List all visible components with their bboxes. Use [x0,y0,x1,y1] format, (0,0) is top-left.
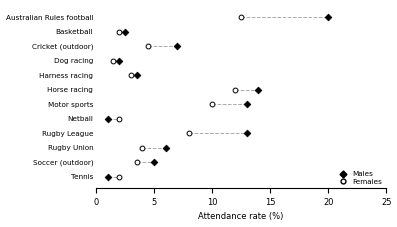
Point [162,146,169,149]
Point [232,88,239,91]
Point [238,15,244,19]
Point [133,73,140,77]
Point [255,88,262,91]
Legend: Males, Females: Males, Females [336,171,383,185]
Point [104,175,111,178]
Point [186,131,192,135]
Point [110,59,117,62]
Point [174,44,180,48]
Point [116,117,122,120]
X-axis label: Attendance rate (%): Attendance rate (%) [198,212,284,222]
Point [151,160,157,164]
Point [145,44,151,48]
Point [127,73,134,77]
Point [133,160,140,164]
Point [116,175,122,178]
Point [116,59,122,62]
Point [122,30,128,33]
Point [325,15,331,19]
Point [104,117,111,120]
Point [139,146,146,149]
Point [209,102,215,106]
Point [244,131,250,135]
Point [244,102,250,106]
Point [116,30,122,33]
